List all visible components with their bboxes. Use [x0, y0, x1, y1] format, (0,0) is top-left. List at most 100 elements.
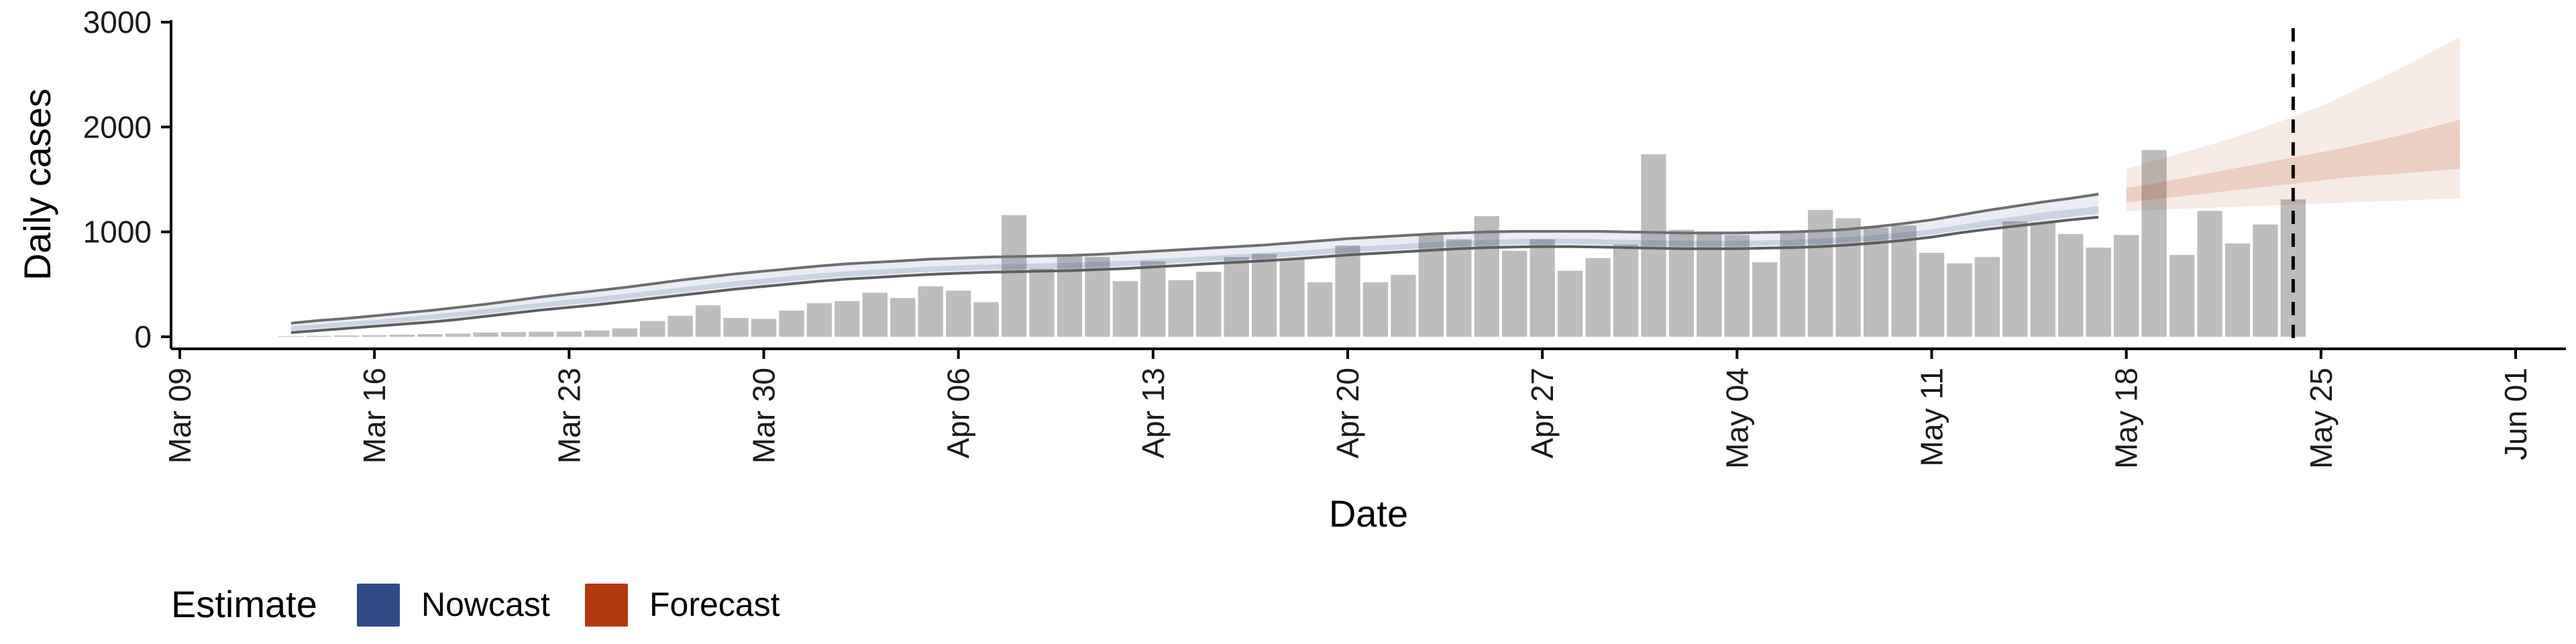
- x-tick-label: Mar 09: [162, 368, 197, 464]
- bar: [1974, 257, 2000, 337]
- x-tick-label: Apr 06: [941, 368, 976, 459]
- legend-label-forecast: Forecast: [649, 586, 780, 623]
- bar: [1835, 218, 1861, 337]
- bar: [1057, 255, 1083, 337]
- bar: [2086, 248, 2111, 337]
- x-tick-label: Mar 16: [357, 368, 392, 464]
- bar: [835, 301, 860, 337]
- bar: [779, 310, 804, 337]
- bar: [1641, 154, 1666, 337]
- bar: [1001, 215, 1027, 337]
- bar: [695, 305, 721, 337]
- nowcast-upper-line: [290, 193, 2099, 325]
- x-tick-label: May 18: [2109, 368, 2144, 469]
- bar: [1196, 272, 1222, 337]
- bar: [445, 333, 471, 337]
- x-tick-label: Apr 27: [1525, 368, 1560, 459]
- bar: [1752, 262, 1778, 337]
- nowcast-lower-line: [290, 215, 2099, 334]
- bar: [2169, 255, 2195, 337]
- bar: [946, 290, 971, 337]
- bar: [806, 303, 833, 337]
- bar: [1029, 268, 1055, 337]
- bar: [1529, 239, 1555, 337]
- bar: [389, 334, 415, 337]
- bar: [1391, 274, 1416, 337]
- bar: [1335, 245, 1360, 337]
- bar: [1697, 233, 1722, 337]
- x-tick-label: Mar 23: [551, 368, 586, 464]
- x-tick-label: Apr 20: [1330, 368, 1365, 459]
- x-tick-label: Apr 13: [1136, 368, 1171, 459]
- bar: [973, 302, 999, 337]
- bar: [2224, 243, 2251, 337]
- bar: [890, 298, 916, 337]
- bar: [334, 335, 360, 337]
- bar: [1446, 239, 1472, 337]
- bar: [918, 286, 943, 337]
- bar: [1307, 282, 1333, 337]
- bar: [2114, 235, 2139, 337]
- bar: [1224, 257, 1249, 337]
- bar: [278, 336, 304, 337]
- y-ticks: 0 1000 2000 3000: [83, 5, 171, 354]
- bar: [751, 319, 777, 337]
- bar: [640, 321, 665, 337]
- bar: [1724, 235, 1750, 337]
- bar: [417, 334, 443, 337]
- x-tick-label: May 25: [2304, 368, 2339, 469]
- bar: [500, 331, 527, 337]
- bar: [1585, 258, 1611, 337]
- bar: [362, 335, 387, 337]
- y-tick-label: 1000: [83, 215, 152, 250]
- bar: [1474, 216, 1499, 337]
- bar: [862, 292, 888, 337]
- axes: 0 1000 2000 3000 Mar 09 Mar 16 Mar 23 Mar 30 Ap…: [83, 5, 2566, 469]
- lines-layer: [290, 193, 2099, 334]
- bar: [2141, 150, 2167, 337]
- y-tick-label: 2000: [83, 109, 152, 144]
- bar: [1919, 252, 1945, 337]
- bar: [584, 330, 610, 337]
- bar: [1891, 225, 1917, 337]
- forecast-inner-band: [2126, 119, 2461, 203]
- x-tick-label: Jun 01: [2498, 368, 2533, 460]
- legend-swatch-nowcast: [357, 584, 400, 627]
- bar: [667, 315, 693, 337]
- bar: [1362, 282, 1389, 337]
- bar: [1502, 250, 1527, 337]
- bar: [723, 317, 749, 337]
- bar: [473, 332, 498, 337]
- bar: [2058, 233, 2084, 337]
- bar: [2197, 211, 2222, 337]
- x-tick-label: May 11: [1915, 368, 1949, 466]
- x-ticks: Mar 09 Mar 16 Mar 23 Mar 30 Apr 06 Apr 13 Apr …: [162, 349, 2533, 469]
- bar: [1557, 270, 1583, 337]
- legend: Estimate Nowcast Forecast: [171, 583, 780, 627]
- bar: [612, 328, 637, 337]
- bar: [1112, 281, 1138, 337]
- bar: [1168, 280, 1193, 337]
- y-tick-label: 0: [134, 319, 152, 354]
- bars-layer: [278, 150, 2306, 337]
- x-tick-label: Mar 30: [747, 368, 782, 464]
- bar: [2030, 222, 2055, 337]
- bar: [1140, 261, 1166, 337]
- bar: [556, 331, 582, 337]
- bar: [1780, 231, 1805, 337]
- x-tick-label: May 04: [1719, 368, 1754, 469]
- bar: [1947, 263, 1972, 337]
- y-tick-label: 3000: [83, 5, 152, 40]
- bar: [1808, 209, 1833, 337]
- legend-swatch-forecast: [585, 584, 628, 627]
- y-axis-title: Daily cases: [16, 89, 58, 280]
- bar: [1863, 227, 1889, 337]
- x-axis-title: Date: [1329, 492, 1408, 535]
- bar: [1279, 259, 1305, 337]
- legend-label-nowcast: Nowcast: [421, 586, 550, 623]
- bar: [529, 331, 554, 337]
- bar: [2253, 224, 2278, 337]
- bar: [306, 335, 331, 337]
- bar: [1251, 254, 1277, 337]
